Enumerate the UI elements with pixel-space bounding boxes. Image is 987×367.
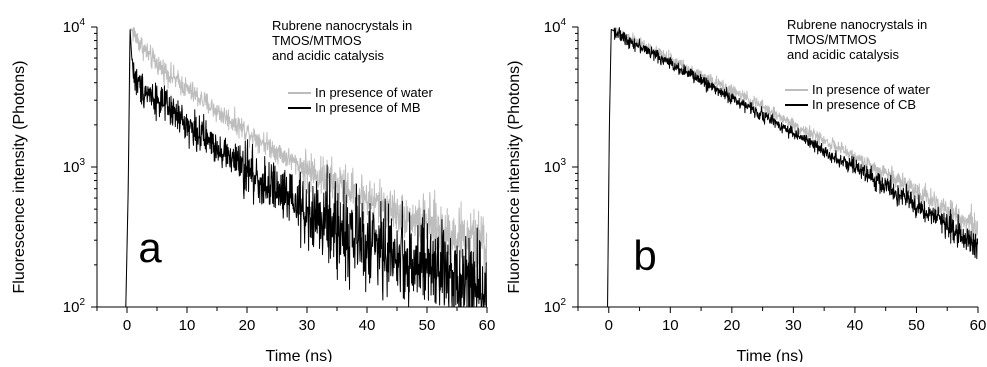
legend-label: In presence of water — [812, 82, 930, 97]
series-line-quencher — [125, 29, 487, 307]
x-tick-label: 10 — [662, 317, 679, 334]
annotation-line: Rubrene nanocrystals in — [787, 17, 927, 32]
y-axis-label: Fluorescence intensity (Photons) — [506, 61, 523, 294]
annotation-line: TMOS/MTMOS — [272, 33, 362, 48]
x-tick-label: 40 — [847, 317, 864, 334]
chart-panel-b: 0 10 20 30 40 50 60 102 103 104 Time (ns) Fluoresce… — [506, 17, 987, 365]
legend-label: In presence of MB — [315, 100, 421, 115]
x-tick-label: 50 — [908, 317, 925, 334]
y-axis-label: Fluorescence intensity (Photons) — [11, 61, 28, 294]
series-line-water — [125, 27, 487, 307]
x-tick-label: 30 — [785, 317, 802, 334]
panel-label: a — [138, 224, 162, 271]
y-tick-label: 103 — [544, 157, 567, 176]
annotation-line: and acidic catalysis — [787, 47, 899, 62]
annotation-line: and acidic catalysis — [272, 48, 384, 63]
x-tick-label: 40 — [359, 317, 376, 334]
x-tick-label: 20 — [239, 317, 256, 334]
chart-panel-a: 0 10 20 30 40 50 60 102 103 104 Time (ns) Fluoresce… — [11, 17, 496, 365]
x-tick-label: 10 — [179, 317, 196, 334]
legend-label: In presence of water — [315, 85, 433, 100]
x-axis-label: Time (ns) — [737, 348, 804, 362]
y-tick-label: 103 — [63, 157, 86, 176]
x-tick-label: 30 — [299, 317, 316, 334]
x-tick-label: 20 — [724, 317, 741, 334]
x-axis-label: Time (ns) — [266, 348, 333, 362]
legend-label: In presence of CB — [812, 97, 916, 112]
annotation-line: Rubrene nanocrystals in — [272, 18, 412, 33]
x-tick-label: 60 — [479, 317, 496, 334]
series-line-quencher — [607, 27, 978, 307]
x-tick-label: 0 — [123, 317, 131, 334]
annotation-line: TMOS/MTMOS — [787, 32, 877, 47]
panel-label: b — [633, 232, 656, 279]
series-line-water — [607, 27, 978, 307]
y-tick-label: 102 — [544, 297, 567, 316]
y-tick-label: 104 — [544, 17, 567, 36]
x-tick-label: 50 — [419, 317, 436, 334]
x-tick-label: 60 — [970, 317, 987, 334]
y-tick-label: 104 — [63, 17, 86, 36]
x-tick-label: 0 — [605, 317, 613, 334]
y-tick-label: 102 — [63, 297, 86, 316]
